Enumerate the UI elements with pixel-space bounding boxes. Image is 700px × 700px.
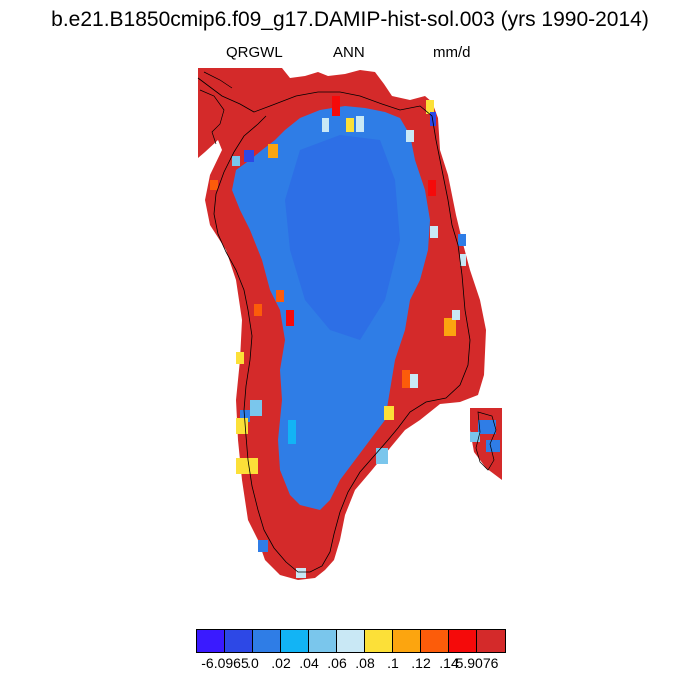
grid-cell (458, 234, 466, 246)
grid-cell (376, 448, 388, 464)
grid-cell (460, 254, 466, 266)
coastline (197, 77, 471, 573)
grid-cell (332, 96, 340, 116)
colorbar-tick-label: .1 (387, 655, 399, 671)
colorbar-labels: -6.0965.0 .02 .04 .06 .08 .1 .12 .14 5.9076 (0, 655, 700, 675)
grid-cell (428, 180, 436, 196)
colorbar (196, 629, 506, 653)
island-coastline (475, 411, 497, 471)
colorbar-swatch (449, 630, 477, 652)
grid-cell (384, 406, 394, 420)
colorbar-swatch (337, 630, 365, 652)
colorbar-tick-label: .08 (355, 655, 375, 671)
grid-cell (346, 118, 354, 132)
colorbar-swatch (225, 630, 253, 652)
grid-cell (406, 130, 414, 142)
season-label: ANN (333, 44, 365, 61)
colorbar-tick-label: .06 (327, 655, 347, 671)
grid-cell (276, 290, 284, 302)
grid-cell (236, 352, 244, 364)
colorbar-swatch (253, 630, 281, 652)
grid-cell (258, 540, 268, 552)
grid-cell (410, 374, 418, 388)
grid-cell (430, 112, 436, 126)
grid-cell (426, 100, 434, 114)
island-cell (478, 420, 496, 434)
grid-cell (286, 310, 294, 326)
grid-cell (240, 410, 250, 422)
grid-cell (402, 370, 410, 388)
grid-cell (268, 144, 278, 158)
plot-title: b.e21.B1850cmip6.f09_g17.DAMIP-hist-sol.… (51, 8, 649, 31)
grid-cell (430, 226, 438, 238)
grid-cell (236, 418, 248, 434)
grid-cell (444, 318, 456, 336)
island-cell (470, 432, 480, 442)
colorbar-swatch (197, 630, 225, 652)
units-label: mm/d (433, 44, 471, 61)
colorbar-tick-label: -6.0965 (201, 655, 249, 671)
grid-cell (452, 310, 460, 320)
grid-cell (250, 400, 262, 416)
island-cell (486, 440, 500, 452)
coastline-west-fjords (199, 71, 233, 145)
grid-cell (236, 458, 258, 474)
grid-cell (232, 156, 240, 166)
grid-cell (288, 420, 296, 444)
colorbar-swatch (365, 630, 393, 652)
colorbar-swatch (393, 630, 421, 652)
colorbar-swatch (477, 630, 505, 652)
colorbar-tick-label: 5.9076 (455, 655, 499, 671)
grid-cell (210, 180, 218, 190)
grid-cell (296, 568, 306, 578)
grid-cell (244, 150, 254, 162)
grid-cell (356, 116, 364, 132)
colorbar-tick-label: .0 (247, 655, 259, 671)
colorbar-swatch (421, 630, 449, 652)
colorbar-tick-label: .14 (439, 655, 459, 671)
colorbar-tick-label: .12 (411, 655, 431, 671)
grid-cell (254, 304, 262, 316)
grid-cell (322, 118, 329, 132)
colorbar-tick-label: .02 (271, 655, 291, 671)
interior-darker-blue (285, 135, 400, 340)
colorbar-swatch (281, 630, 309, 652)
colorbar-tick-label: .04 (299, 655, 319, 671)
colorbar-swatch (309, 630, 337, 652)
variable-label: QRGWL (226, 44, 283, 61)
